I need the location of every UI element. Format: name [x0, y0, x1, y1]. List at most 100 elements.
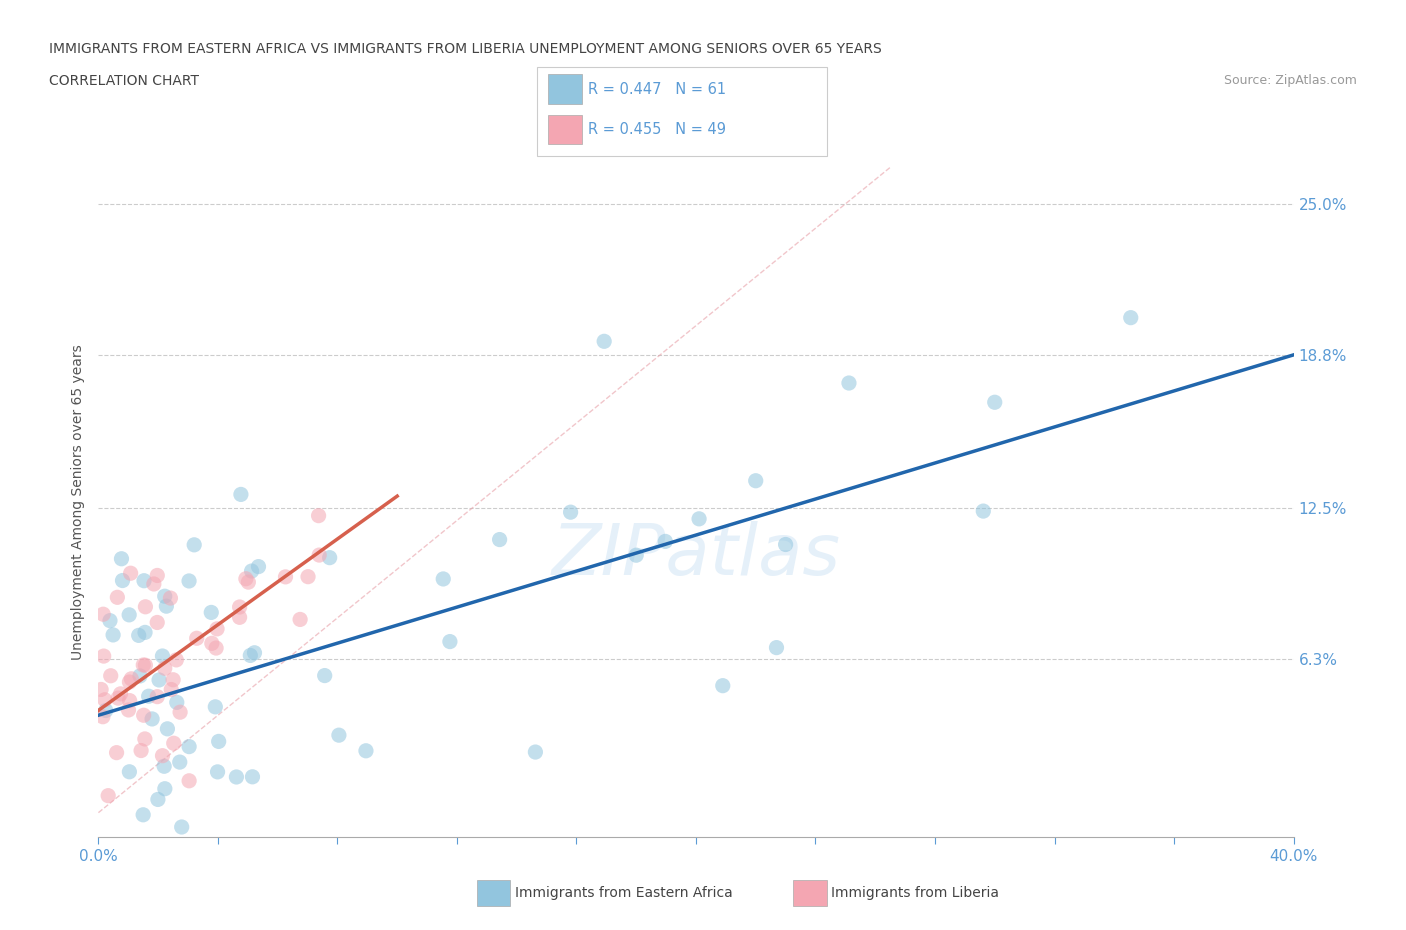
Point — [972, 504, 994, 519]
Point — [134, 599, 156, 614]
Point — [110, 686, 132, 701]
Point — [1119, 311, 1142, 325]
Point — [186, 631, 208, 645]
Point — [204, 699, 226, 714]
Point — [654, 534, 676, 549]
Point — [166, 695, 188, 710]
Point — [153, 781, 176, 796]
Point — [328, 728, 350, 743]
Point — [201, 636, 224, 651]
Point — [155, 599, 177, 614]
Point — [169, 754, 191, 769]
Point — [439, 634, 461, 649]
Text: R = 0.447   N = 61: R = 0.447 N = 61 — [588, 82, 725, 97]
Point — [208, 734, 231, 749]
Point — [153, 759, 176, 774]
Point — [118, 674, 141, 689]
Point — [105, 590, 128, 604]
Point — [105, 745, 128, 760]
Point — [132, 708, 155, 723]
Point — [229, 487, 252, 502]
Point — [225, 769, 247, 784]
Point — [134, 732, 156, 747]
Point — [134, 625, 156, 640]
Point — [235, 571, 257, 586]
Point — [118, 764, 141, 779]
Point — [142, 577, 165, 591]
Point — [432, 572, 454, 587]
Point — [90, 682, 112, 697]
Point — [93, 648, 115, 663]
Point — [98, 613, 121, 628]
Point — [107, 691, 129, 706]
Y-axis label: Unemployment Among Seniors over 65 years: Unemployment Among Seniors over 65 years — [70, 344, 84, 660]
Point — [288, 612, 311, 627]
Point — [162, 672, 184, 687]
Point — [160, 682, 183, 697]
Point — [155, 869, 177, 883]
Point — [228, 610, 250, 625]
Point — [624, 548, 647, 563]
Point — [238, 575, 260, 590]
Point — [524, 745, 547, 760]
Text: CORRELATION CHART: CORRELATION CHART — [49, 74, 200, 88]
Text: Immigrants from Liberia: Immigrants from Liberia — [831, 885, 998, 900]
Point — [274, 569, 297, 584]
Point — [129, 669, 152, 684]
Point — [688, 512, 710, 526]
Point — [308, 508, 330, 523]
Point — [117, 702, 139, 717]
Point — [132, 807, 155, 822]
Point — [318, 551, 340, 565]
Point — [153, 661, 176, 676]
Point — [228, 600, 250, 615]
Point — [110, 551, 132, 566]
Point — [205, 641, 228, 656]
Point — [560, 505, 582, 520]
Point — [179, 739, 201, 754]
Text: Immigrants from Eastern Africa: Immigrants from Eastern Africa — [515, 885, 733, 900]
Point — [240, 564, 263, 578]
Point — [141, 711, 163, 726]
Point — [775, 537, 797, 551]
Point — [146, 792, 169, 807]
Point — [156, 722, 179, 737]
Point — [97, 789, 120, 804]
Point — [94, 703, 117, 718]
Point — [129, 743, 152, 758]
Point — [207, 764, 229, 779]
Point — [308, 548, 330, 563]
Point — [152, 749, 174, 764]
Text: Source: ZipAtlas.com: Source: ZipAtlas.com — [1223, 74, 1357, 87]
Point — [148, 672, 170, 687]
Point — [118, 693, 141, 708]
Point — [838, 376, 860, 391]
Point — [165, 653, 187, 668]
Point — [143, 844, 166, 858]
Point — [101, 628, 124, 643]
Point — [146, 689, 169, 704]
Point — [205, 621, 228, 636]
Point — [170, 819, 193, 834]
Point — [242, 769, 264, 784]
Point — [163, 736, 186, 751]
Point — [111, 573, 134, 588]
Point — [152, 648, 174, 663]
Point — [120, 671, 142, 686]
Point — [138, 689, 160, 704]
Point — [146, 568, 169, 583]
Point — [120, 565, 142, 580]
Point — [297, 569, 319, 584]
Point — [91, 606, 114, 621]
Point — [314, 668, 336, 683]
Point — [765, 640, 787, 655]
Point — [711, 678, 734, 693]
Point — [146, 615, 169, 630]
Point — [239, 648, 262, 663]
Point — [153, 589, 176, 604]
Text: IMMIGRANTS FROM EASTERN AFRICA VS IMMIGRANTS FROM LIBERIA UNEMPLOYMENT AMONG SEN: IMMIGRANTS FROM EASTERN AFRICA VS IMMIGR… — [49, 42, 882, 56]
Point — [91, 710, 114, 724]
Point — [94, 692, 117, 707]
Point — [179, 774, 201, 789]
Point — [100, 669, 122, 684]
